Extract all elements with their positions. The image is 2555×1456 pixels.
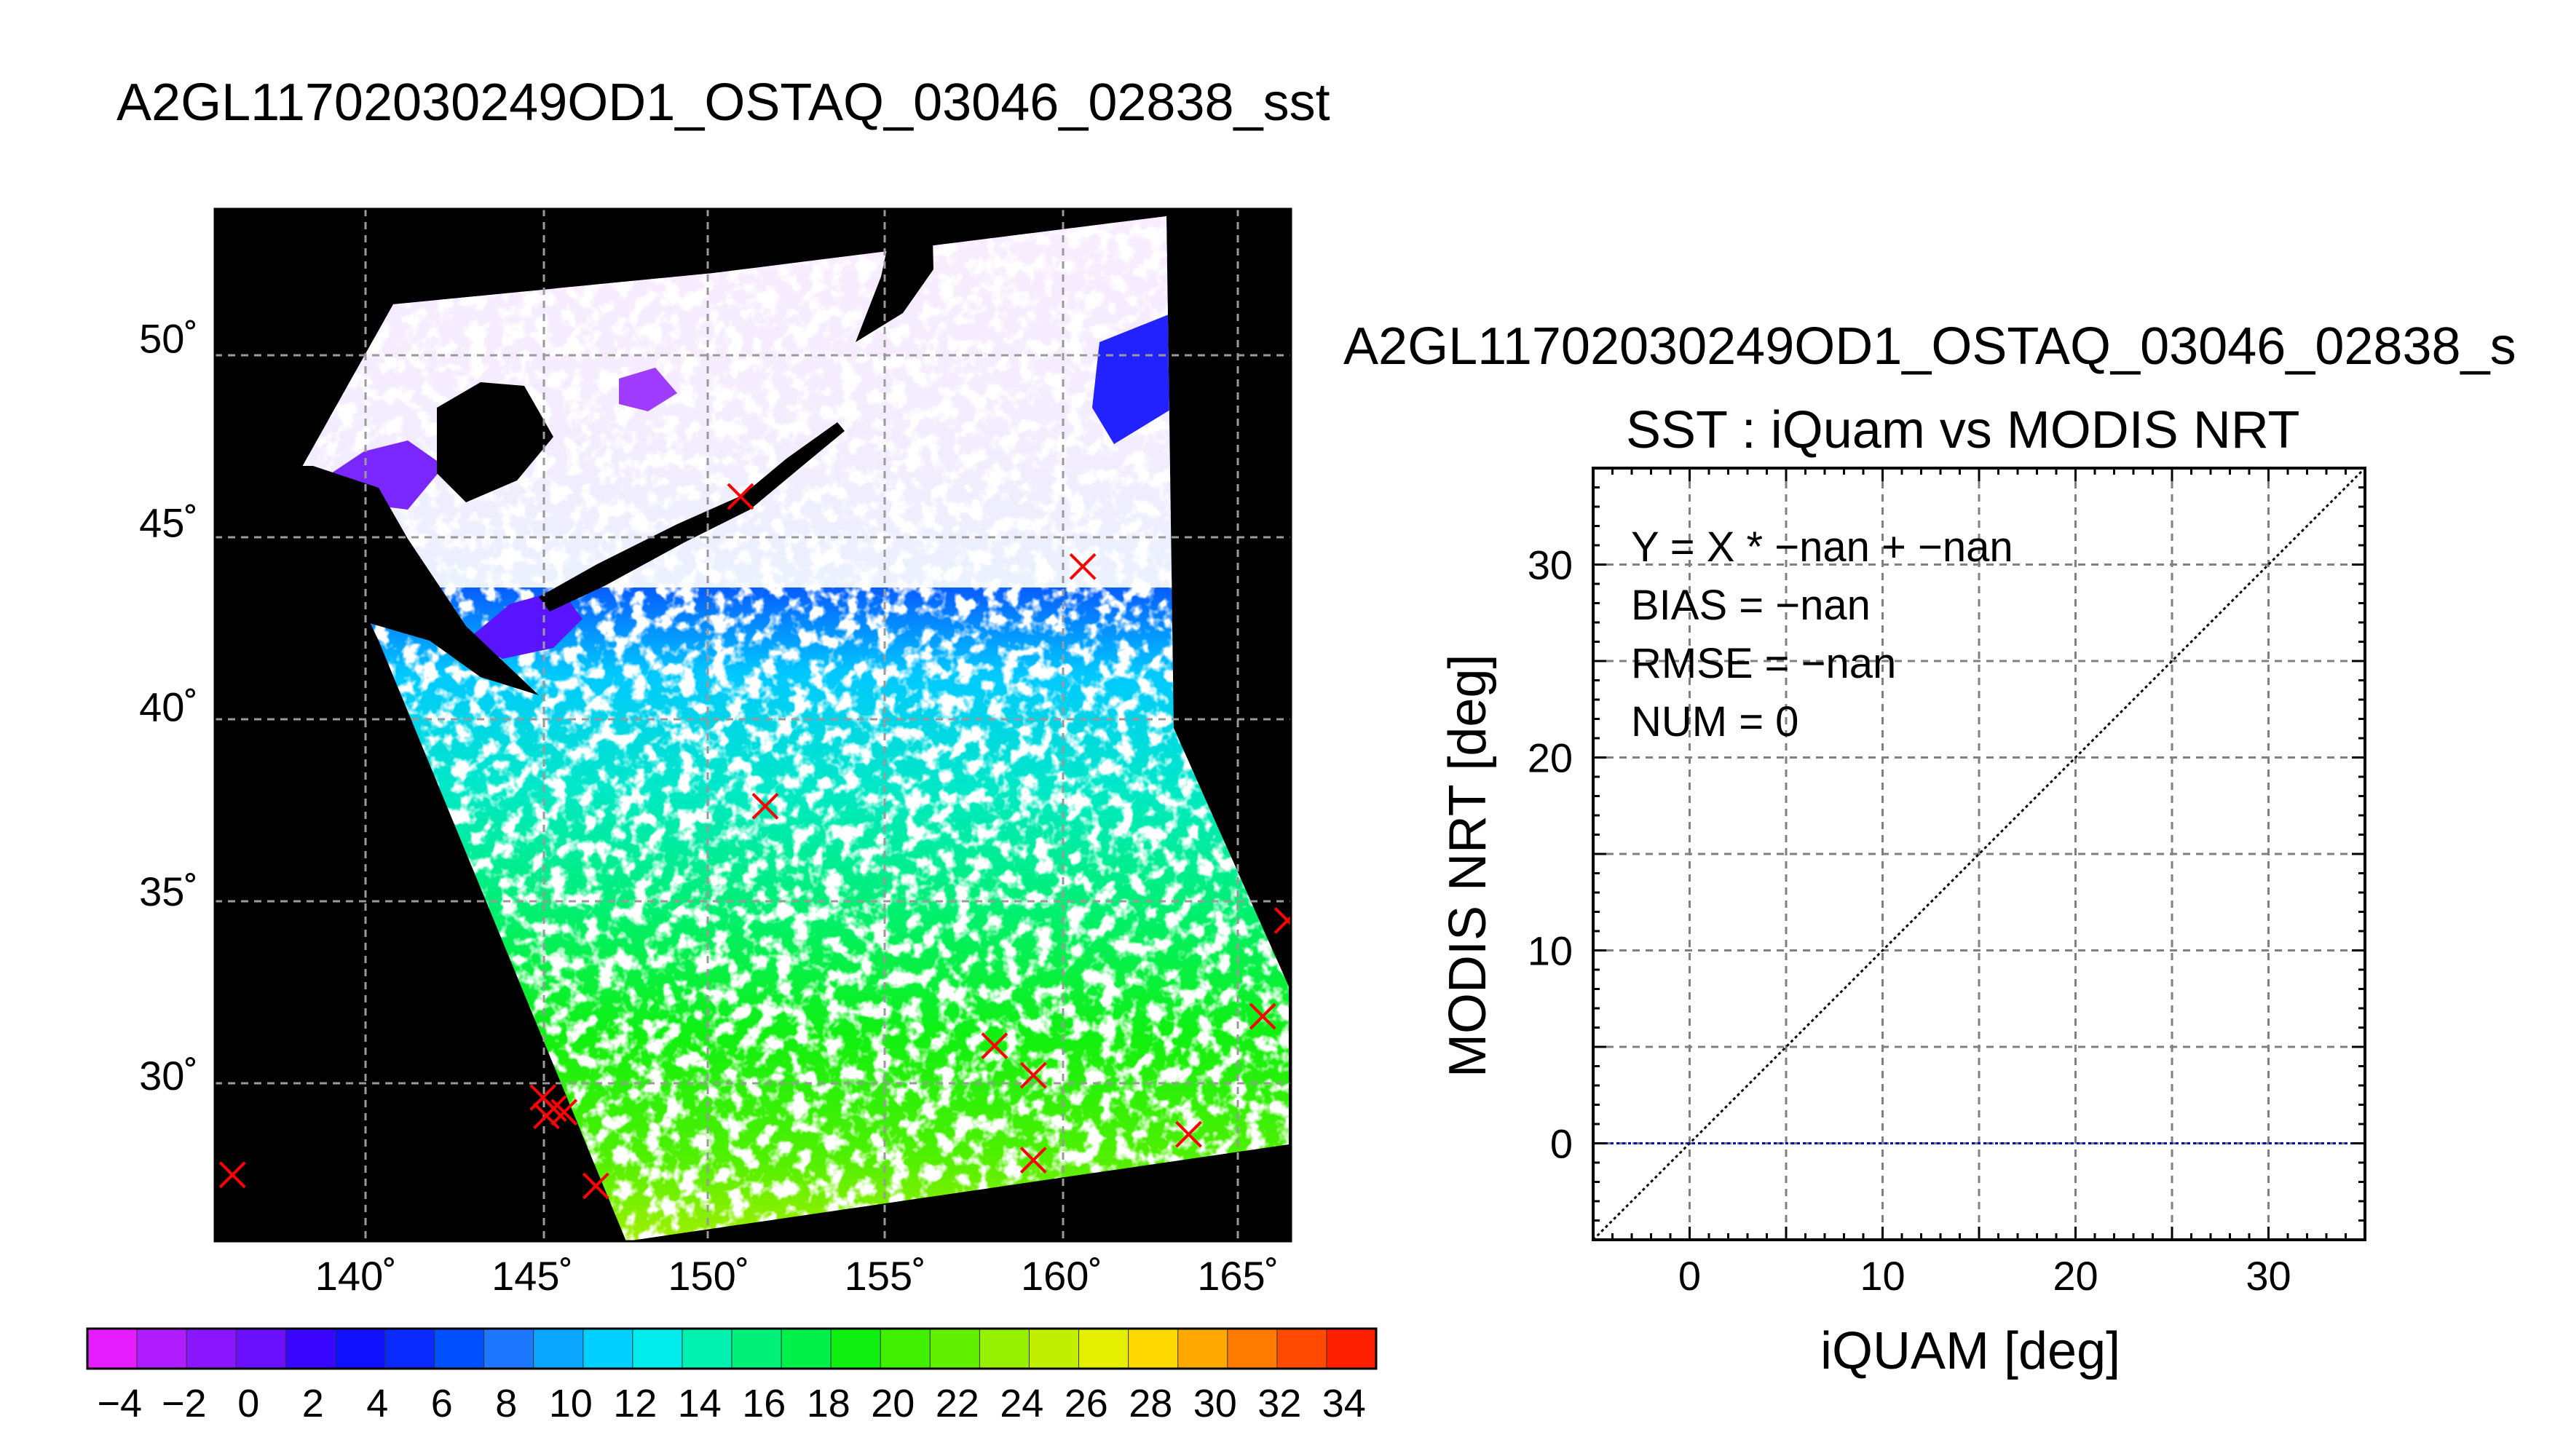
colorbar-tick-label: 34 — [1322, 1382, 1366, 1425]
colorbar-tick-label: 8 — [495, 1382, 517, 1425]
colorbar-tick-label: 14 — [678, 1382, 722, 1425]
map-y-tick-label: 40˚ — [139, 684, 198, 730]
colorbar-tick-label: 16 — [742, 1382, 786, 1425]
scatter-x-tick-label: 20 — [2053, 1253, 2098, 1299]
scatter-grid — [1593, 468, 2365, 1240]
map-y-tick-label: 35˚ — [139, 869, 198, 914]
colorbar-tick-label: 26 — [1065, 1382, 1108, 1425]
colorbar-tick-labels: −4 −2 0 2 4 6 8 10 12 14 16 18 20 22 24 26 28 30 32 34 — [97, 1382, 1365, 1425]
map-x-tick-label: 160˚ — [1021, 1253, 1102, 1299]
colorbar-tick-label: 10 — [549, 1382, 593, 1425]
colorbar-cell — [929, 1328, 981, 1369]
colorbar-cell — [384, 1328, 435, 1369]
colorbar-cell — [285, 1328, 336, 1369]
colorbar-tick-label: 28 — [1129, 1382, 1172, 1425]
colorbar-tick-label: 12 — [613, 1382, 657, 1425]
colorbar-tick-label: 24 — [1000, 1382, 1043, 1425]
land-sakhalin — [437, 382, 553, 502]
land-hokkaido — [215, 466, 539, 695]
scatter-title: SST : iQuam vs MODIS NRT — [1626, 401, 2300, 459]
colorbar-tick-label: 6 — [431, 1382, 453, 1425]
colorbar-cell — [1326, 1328, 1378, 1369]
map-x-tick-labels: 140˚ 145˚ 150˚ 155˚ 160˚ 165˚ — [315, 1253, 1279, 1299]
scatter-x-tick-label: 30 — [2246, 1253, 2291, 1299]
cold-water-bering — [1092, 313, 1174, 444]
map-x-tick-label: 150˚ — [668, 1253, 749, 1299]
scatter-x-tick-labels: 0 10 20 30 — [1678, 1253, 2291, 1299]
sst-marker — [1175, 1120, 1202, 1148]
colorbar-cell — [334, 1328, 386, 1369]
map-grid — [215, 209, 1291, 1241]
colorbar-cell — [235, 1328, 287, 1369]
colorbar-tick-label: 4 — [366, 1382, 388, 1425]
scatter-y-tick-label: 30 — [1528, 542, 1573, 588]
map-frame — [213, 207, 1292, 1243]
sst-marker — [1273, 906, 1291, 934]
map-y-tick-labels: 30˚ 35˚ 40˚ 45˚ 50˚ — [139, 315, 198, 1099]
map-markers — [218, 483, 1291, 1200]
sst-marker — [1019, 1147, 1047, 1174]
sst-marker — [981, 1032, 1008, 1060]
scatter-x-axis-label: iQUAM [deg] — [1820, 1322, 2121, 1380]
colorbar-tick-label: 32 — [1257, 1382, 1301, 1425]
scatter-y-tick-labels: 0 10 20 30 — [1528, 542, 1573, 1167]
sst-marker — [550, 1099, 578, 1126]
map-x-tick-label: 165˚ — [1197, 1253, 1279, 1299]
sst-marker — [727, 483, 754, 510]
colorbar-tick-label: 20 — [871, 1382, 915, 1425]
sst-marker — [533, 1102, 560, 1130]
sst-marker — [582, 1172, 609, 1200]
sst-marker — [218, 1161, 246, 1189]
map-x-tick-label: 145˚ — [491, 1253, 573, 1299]
map-y-tick-label: 30˚ — [139, 1053, 198, 1099]
colorbar-tick-label: 18 — [807, 1382, 850, 1425]
map-y-tick-label: 50˚ — [139, 315, 198, 361]
scatter-lines — [1592, 467, 2366, 1241]
identity-line — [1592, 467, 2366, 1241]
map-x-tick-label: 140˚ — [315, 1253, 397, 1299]
colorbar-tick-label: 2 — [302, 1382, 324, 1425]
map-y-tick-label: 45˚ — [139, 499, 198, 545]
main-title: A2GL11702030249OD1_OSTAQ_03046_02838_sst — [117, 74, 1330, 132]
stat-bias: BIAS = −nan — [1631, 582, 1871, 629]
scatter-x-tick-label: 10 — [1860, 1253, 1905, 1299]
scatter-minor-ticks — [1592, 467, 2366, 1241]
colorbar-frame — [86, 1327, 1378, 1370]
land — [215, 209, 933, 695]
stat-rmse: RMSE = −nan — [1631, 640, 1897, 687]
scatter-x-tick-label: 0 — [1678, 1253, 1701, 1299]
colorbar-cell — [483, 1328, 534, 1369]
colorbar-tick-label: −2 — [162, 1382, 207, 1425]
scatter-y-tick-label: 0 — [1550, 1121, 1573, 1167]
sst-marker — [1019, 1061, 1047, 1089]
scatter-header: A2GL11702030249OD1_OSTAQ_03046_02838_s — [1343, 317, 2516, 376]
cold-patch-2 — [619, 368, 677, 411]
scatter-y-tick-label: 20 — [1528, 735, 1573, 781]
sst-marker — [1069, 553, 1097, 580]
colorbar-cell — [434, 1328, 485, 1369]
stat-regression: Y = X * −nan + −nan — [1631, 523, 2013, 571]
colorbar-tick-label: 0 — [237, 1382, 259, 1425]
scatter-y-axis-label: MODIS NRT [deg] — [1439, 654, 1497, 1077]
colorbar-tick-label: 22 — [936, 1382, 979, 1425]
colorbar-tick-label: −4 — [97, 1382, 142, 1425]
colorbar-cell — [731, 1328, 783, 1369]
map-x-tick-label: 155˚ — [845, 1253, 926, 1299]
colorbar-cell — [682, 1328, 733, 1369]
colorbar-cell — [186, 1328, 237, 1369]
land-kamchatka — [856, 209, 933, 342]
sst-marker — [751, 793, 779, 820]
sst-marker — [1249, 1002, 1276, 1030]
stat-num: NUM = 0 — [1631, 698, 1799, 745]
land-kuril-chain — [539, 422, 845, 612]
colorbar-cell — [87, 1328, 138, 1369]
colorbar-tick-label: 30 — [1193, 1382, 1237, 1425]
scatter-y-tick-label: 10 — [1528, 928, 1573, 974]
